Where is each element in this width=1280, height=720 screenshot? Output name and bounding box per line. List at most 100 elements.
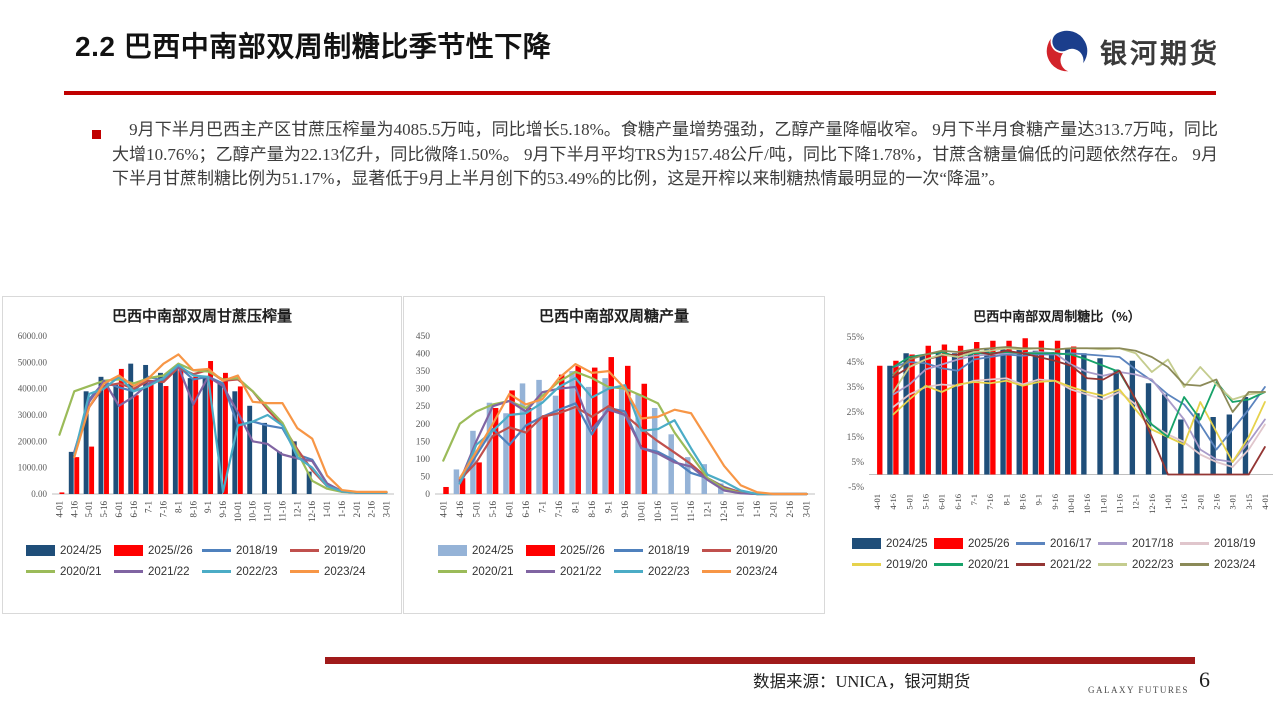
legend-line-swatch-icon [526,570,555,573]
legend-item: 2019/20 [702,540,790,561]
svg-text:11-16: 11-16 [686,501,696,522]
legend-item: 2020/21 [438,561,526,582]
svg-text:9-16: 9-16 [620,501,630,518]
svg-text:7-1: 7-1 [969,494,979,505]
svg-text:6-01: 6-01 [114,501,124,518]
legend-line-swatch-icon [852,563,881,566]
svg-text:1-01: 1-01 [1163,494,1173,510]
legend-item: 2023/24 [290,561,378,582]
legend-item: 2025//26 [526,540,614,561]
legend-item: 2018/19 [202,540,290,561]
svg-text:1-01: 1-01 [736,501,746,518]
svg-text:25%: 25% [847,408,865,418]
legend-label: 2024/25 [472,544,514,557]
svg-text:6-16: 6-16 [129,501,139,518]
svg-text:4-01: 4-01 [54,501,64,518]
legend-label: 2018/19 [648,544,690,557]
svg-text:7-16: 7-16 [985,494,995,510]
legend-bar-swatch-icon [934,538,963,549]
legend-item: 2024/25 [26,540,114,561]
svg-text:12-1: 12-1 [292,501,302,518]
legend-label: 2018/19 [1214,537,1256,550]
legend-line-swatch-icon [1016,563,1045,566]
chart-title: 巴西中南部双周甘蔗压榨量 [111,308,292,325]
svg-text:1-01: 1-01 [322,501,332,518]
legend-line-swatch-icon [1016,542,1045,545]
svg-text:1-16: 1-16 [1179,494,1189,510]
legend-label: 2021/22 [560,565,602,578]
footer-divider [325,657,1195,664]
legend-line-swatch-icon [114,570,143,573]
svg-text:2-16: 2-16 [1211,494,1221,510]
svg-text:11-16: 11-16 [277,501,287,522]
legend-line-swatch-icon [702,549,731,552]
brand-name: 银河期货 [1100,38,1220,69]
legend-line-swatch-icon [438,570,467,573]
legend-item: 2021/22 [526,561,614,582]
legend-label: 2025//26 [148,544,193,557]
chart-title: 巴西中南部双周糖产量 [538,308,689,325]
legend-label: 2025//26 [560,544,605,557]
svg-text:11-01: 11-01 [263,501,273,522]
svg-text:4-16: 4-16 [69,501,79,518]
legend-item: 2022/23 [614,561,702,582]
sugar-output-chart-panel: 巴西中南部双周糖产量 0 50 100 150 200 250 300 350 400 450 4-… [403,296,825,614]
svg-text:2-01: 2-01 [352,501,362,518]
legend-item: 2021/22 [114,561,202,582]
legend-line-swatch-icon [26,570,55,573]
svg-text:35%: 35% [847,383,865,393]
legend-line-swatch-icon [614,549,643,552]
svg-text:3-01: 3-01 [1228,494,1238,510]
legend-label: 2024/25 [60,544,102,557]
svg-text:2000.00: 2000.00 [18,436,48,446]
svg-text:9-16: 9-16 [1050,494,1060,510]
svg-text:6-16: 6-16 [953,494,963,510]
svg-text:12-1: 12-1 [1131,494,1141,510]
legend-bar-swatch-icon [438,545,467,556]
legend-item: 2018/19 [614,540,702,561]
svg-text:10-01: 10-01 [1066,494,1076,514]
legend-item: 2024/25 [438,540,526,561]
svg-text:300: 300 [416,385,431,395]
svg-text:350: 350 [416,367,431,377]
svg-text:7-1: 7-1 [537,501,547,513]
svg-text:0.00: 0.00 [31,489,47,499]
svg-text:4-01: 4-01 [1260,494,1270,510]
svg-text:8-1: 8-1 [570,501,580,513]
svg-text:2-01: 2-01 [769,501,779,518]
svg-text:8-1: 8-1 [1001,494,1011,505]
legend-line-swatch-icon [1098,542,1127,545]
svg-text:250: 250 [416,402,431,412]
svg-text:3000.00: 3000.00 [18,410,48,420]
chart-legend: 2024/25 2025/26 2016/17 2017/18 2018/19 2019/… [834,533,1280,575]
svg-text:5-01: 5-01 [84,501,94,518]
svg-text:400: 400 [416,350,431,360]
legend-item: 2023/24 [1180,554,1262,575]
sugar-mix-chart-panel: 巴西中南部双周制糖比（%） -5% 5% 15% 25% 35% 45% 55% 4-01 4-… [834,298,1280,606]
svg-text:6-01: 6-01 [937,494,947,510]
svg-text:8-1: 8-1 [173,501,183,513]
legend-item: 2022/23 [1098,554,1180,575]
svg-text:100: 100 [416,455,431,465]
legend-bar-swatch-icon [26,545,55,556]
svg-text:4000.00: 4000.00 [18,384,48,394]
legend-item: 2020/21 [934,554,1016,575]
legend-line-swatch-icon [1180,542,1209,545]
legend-item: 2017/18 [1098,533,1180,554]
legend-bar-swatch-icon [114,545,143,556]
svg-text:12-16: 12-16 [719,501,729,522]
chart-title: 巴西中南部双周制糖比（%） [973,309,1141,324]
svg-text:6-16: 6-16 [521,501,531,518]
svg-text:11-16: 11-16 [1114,494,1124,514]
svg-text:10-01: 10-01 [637,501,647,522]
svg-text:9-16: 9-16 [218,501,228,518]
svg-text:10-16: 10-16 [248,501,258,522]
svg-text:8-16: 8-16 [587,501,597,518]
page-title: 2.2 巴西中南部双周制糖比季节性下降 [75,31,552,62]
svg-text:200: 200 [416,420,431,430]
svg-text:11-01: 11-01 [1098,494,1108,514]
sugar-output-chart-canvas: 0 50 100 150 200 250 300 350 400 450 4-01 4-16 5-01 5… [416,332,815,522]
svg-text:9-1: 9-1 [603,501,613,513]
svg-text:4-16: 4-16 [455,501,465,518]
